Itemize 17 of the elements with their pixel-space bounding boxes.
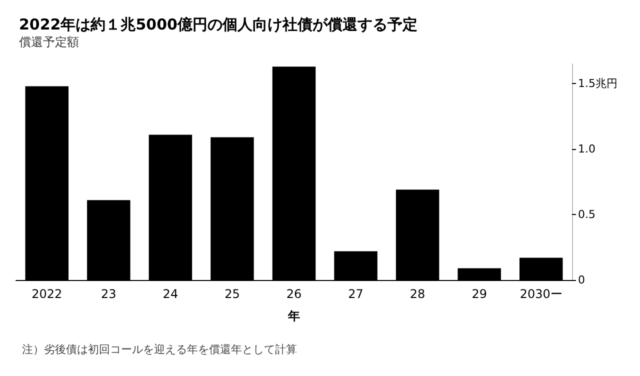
y-tick-label: 1.0 xyxy=(578,142,596,156)
x-tick-label: 23 xyxy=(101,287,116,301)
x-tick-label: 2022 xyxy=(32,287,62,301)
y-tick-label: 0.5 xyxy=(578,208,596,222)
x-tick-label: 24 xyxy=(162,287,178,301)
chart-title: 2022年は約１兆5000億円の個人向け社債が償還する予定 xyxy=(19,16,418,34)
x-tick-label: 2030ー xyxy=(520,287,562,301)
text: 注）劣後債は初回コールを迎える年を償還年として計算 xyxy=(22,343,297,356)
x-axis-title: 年 xyxy=(287,309,300,323)
y-tick-label: 0 xyxy=(578,274,585,286)
y-tick-label: 1.5兆円 xyxy=(578,77,618,90)
x-tick-label: 29 xyxy=(472,287,487,301)
x-tick-label: 25 xyxy=(224,287,240,301)
x-tick-label: 26 xyxy=(286,287,302,301)
x-tick-label: 27 xyxy=(348,287,364,301)
x-tick-label: 28 xyxy=(410,287,426,301)
chart-subtitle: 償還予定額 xyxy=(19,35,79,49)
